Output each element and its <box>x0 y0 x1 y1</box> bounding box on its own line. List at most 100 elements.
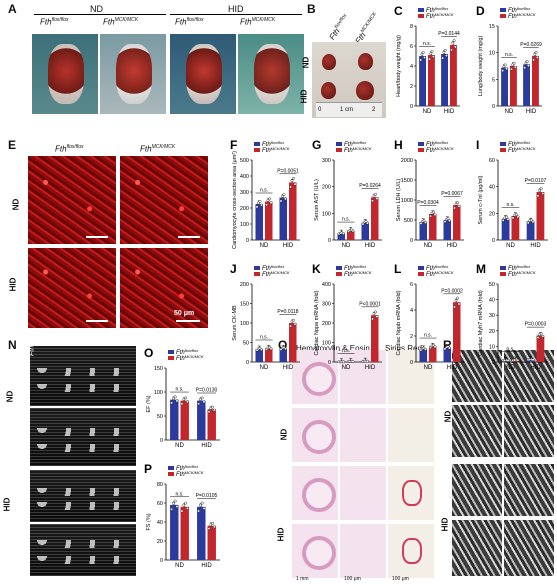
bar-nd-1 <box>347 230 355 240</box>
data-point <box>182 503 186 507</box>
data-point <box>170 401 173 405</box>
annotation-nd: P=0.0304 <box>417 200 439 206</box>
data-point <box>269 201 273 205</box>
micro-hid-flox <box>28 248 116 328</box>
data-point <box>433 213 437 217</box>
ytick: 0 <box>492 104 495 110</box>
data-point <box>284 347 287 351</box>
data-point <box>532 58 535 62</box>
legend-swatch-0 <box>500 8 506 12</box>
legend-swatch-0 <box>418 142 424 146</box>
data-point <box>202 400 206 404</box>
ytick: 0 <box>410 104 413 110</box>
annotation-hid: P=0.0067 <box>441 191 463 197</box>
ytick: 2000 <box>401 158 413 164</box>
data-point <box>453 45 457 49</box>
data-point <box>268 197 271 201</box>
annotation-nd: n.s. <box>175 491 183 497</box>
legend-label-0: Fthflox/flox <box>176 464 199 472</box>
ytick: 0 <box>160 438 163 444</box>
annotation-nd: n.s. <box>506 346 514 352</box>
xtick-hid: HID <box>444 109 455 115</box>
ytick: 40 <box>489 185 495 191</box>
data-point <box>186 506 189 510</box>
echo-hid-flox <box>30 470 136 522</box>
ytick: 0 <box>410 360 413 366</box>
ytick: 20 <box>489 329 495 335</box>
bar-nd-1 <box>180 506 189 560</box>
data-point <box>284 197 287 201</box>
ytick: 200 <box>240 282 249 288</box>
bar-hid-1 <box>289 182 297 240</box>
legend-swatch-1 <box>336 148 342 152</box>
legend-swatch-1 <box>336 272 342 276</box>
ytick: 4 <box>410 308 413 314</box>
panel-r-row-nd: ND <box>443 410 453 423</box>
panel-label-n: N <box>8 338 17 352</box>
bar-hid-0 <box>197 506 206 560</box>
panel-a-group-hid: HID <box>228 4 244 14</box>
data-point <box>422 219 426 223</box>
bar-hid-1 <box>536 335 545 362</box>
bar-nd-1 <box>510 66 517 106</box>
data-point <box>342 360 345 364</box>
panel-e-genotype-1: Fthflox/flox <box>55 144 84 154</box>
tem-hid-mck-high <box>504 520 554 576</box>
data-point <box>175 505 179 508</box>
bar-hid-1 <box>207 409 216 440</box>
data-point <box>260 348 263 351</box>
data-point <box>255 205 259 209</box>
data-point <box>211 405 215 409</box>
xtick-hid: HID <box>201 443 212 449</box>
data-point <box>512 61 516 65</box>
ytick: 300 <box>240 190 249 196</box>
data-point <box>429 346 432 350</box>
data-point <box>511 216 515 220</box>
annotation-hid: P=0.0003 <box>525 322 547 328</box>
annotation-nd: n.s. <box>260 188 268 194</box>
mouse-photo-hid-mck <box>238 34 304 114</box>
bar-hid-0 <box>523 64 530 106</box>
ylabel: Serum AST (U/L) <box>314 179 320 221</box>
ytick: 100 <box>240 222 249 228</box>
legend-label-1: FthMCK/MCK <box>426 146 454 154</box>
data-point <box>536 336 540 340</box>
panel-label-m: M <box>476 262 486 276</box>
xtick-hid: HID <box>530 243 541 249</box>
panel-q-row-nd: ND <box>279 428 289 441</box>
bar-hid-0 <box>443 347 451 362</box>
bar-hid-0 <box>361 222 369 240</box>
ytick: 0 <box>328 238 331 244</box>
echo-nd-flox <box>30 346 136 406</box>
histology-r3-c0 <box>292 524 338 578</box>
legend-label-1: FthMCK/MCK <box>262 270 290 278</box>
ytick: 0 <box>492 360 495 366</box>
ytick: 100 <box>240 321 249 327</box>
legend-label-1: FthMCK/MCK <box>344 270 372 278</box>
data-point <box>366 359 369 363</box>
bar-hid-0 <box>443 220 451 240</box>
legend-swatch-1 <box>168 356 174 360</box>
bar-hid-1 <box>450 45 457 106</box>
ytick: 5 <box>492 77 495 83</box>
annotation-nd: n.s. <box>342 217 350 223</box>
bar-hid-0 <box>526 221 535 240</box>
data-point <box>342 232 345 235</box>
data-point <box>200 396 204 400</box>
ytick: 15 <box>489 24 495 30</box>
ytick: 400 <box>322 282 331 288</box>
data-point <box>366 221 369 225</box>
data-point <box>290 179 294 183</box>
data-point <box>281 194 284 198</box>
bar-hid-1 <box>371 197 379 240</box>
panel-a-nd-bracket <box>34 14 166 15</box>
legend-swatch-0 <box>336 142 342 146</box>
ylabel: Cardiac Nppa mRNA (fold) <box>314 290 320 355</box>
data-point <box>279 199 283 203</box>
data-point <box>198 503 202 507</box>
data-point <box>269 347 273 351</box>
data-point <box>173 499 177 503</box>
